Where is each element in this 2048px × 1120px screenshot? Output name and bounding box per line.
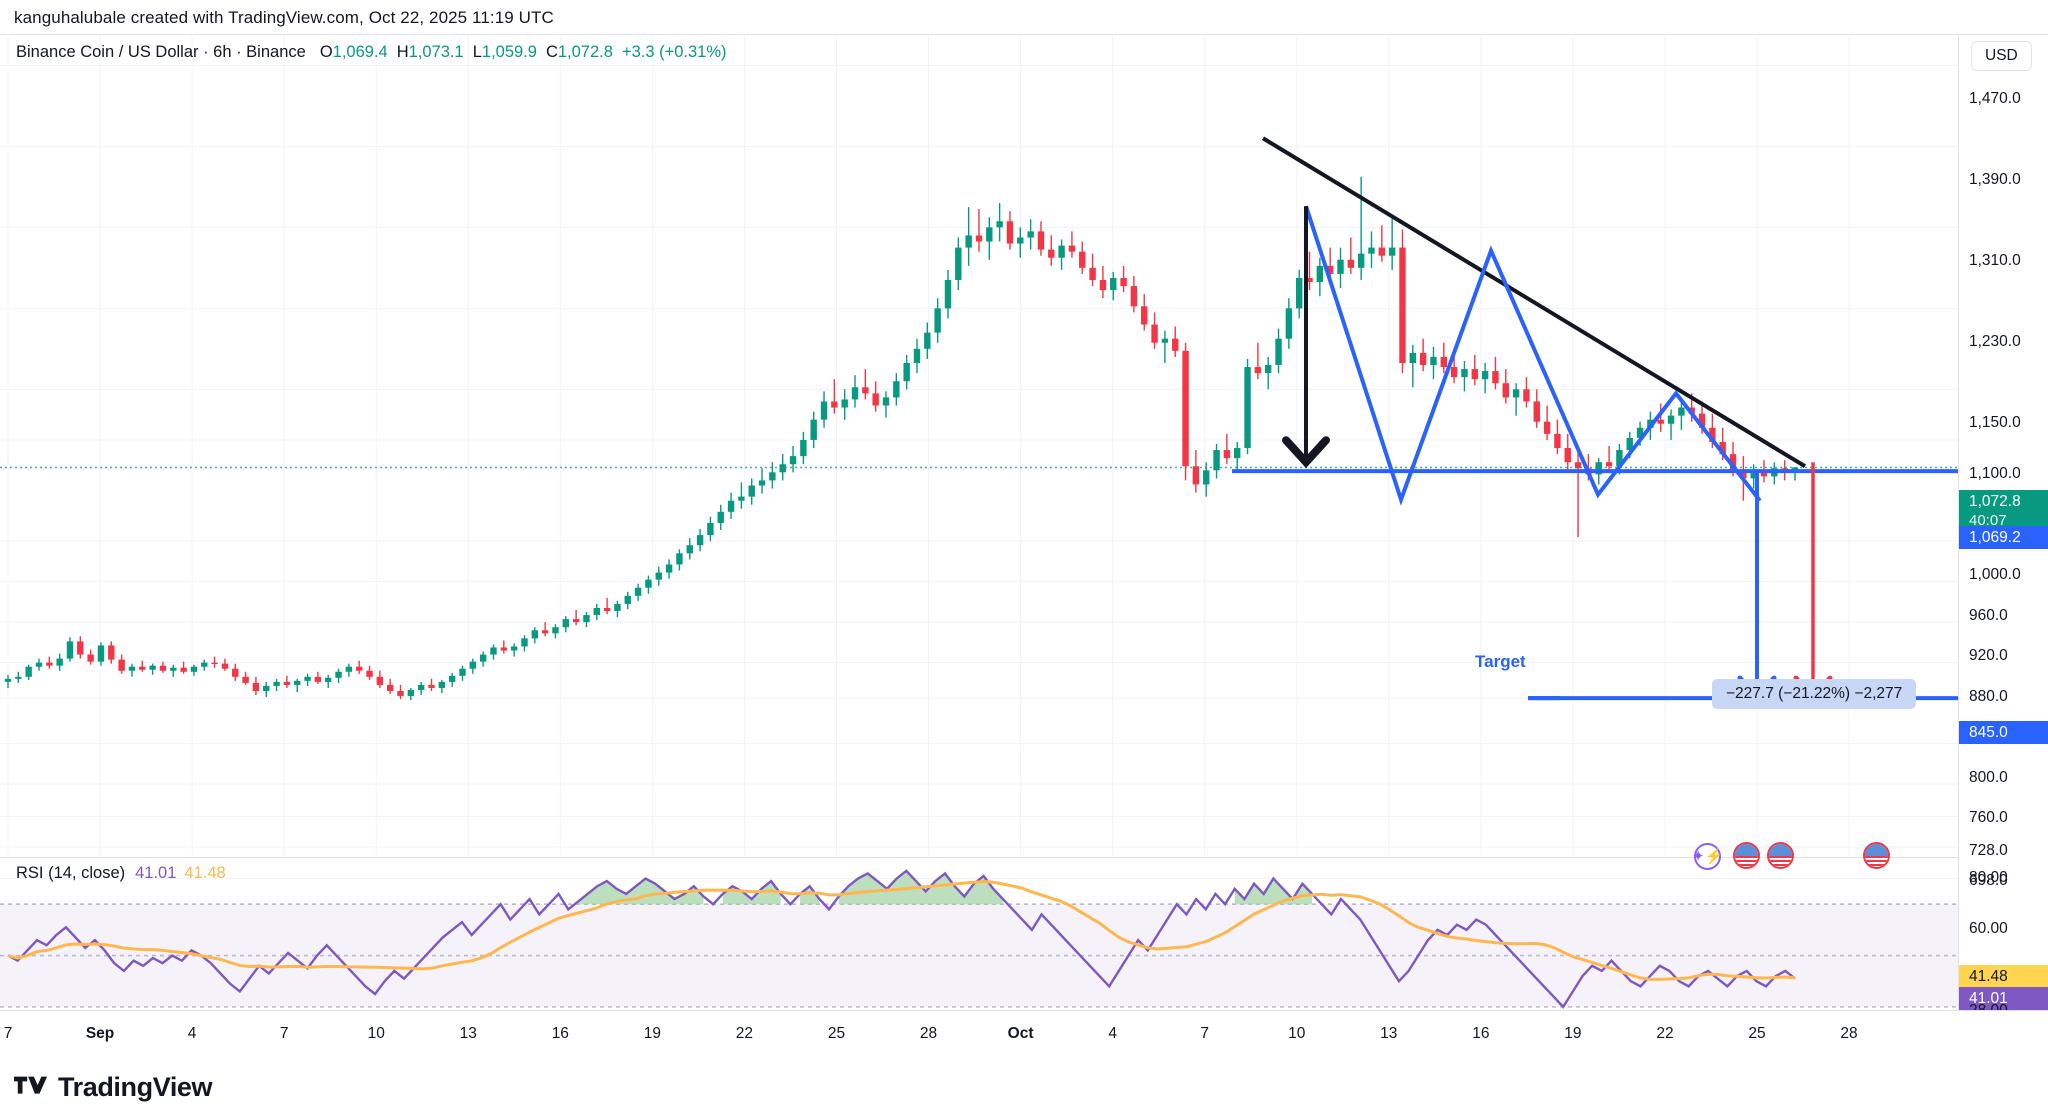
rsi-axis-tick: 60.00 [1969,919,2008,937]
flag-canton [1865,844,1888,856]
target-price-tag: 845.0 [1959,721,2048,745]
price-grid [0,35,1958,855]
price-pane[interactable]: Binance Coin / US Dollar · 6h · Binance … [0,35,1958,870]
flag-stripes [1769,855,1792,867]
flag-stripes [1735,855,1758,867]
price-axis-tick: 1,390.0 [1969,171,2021,189]
drawings-layer[interactable] [0,35,1958,855]
flag-canton [1735,844,1758,856]
sparkle-icon[interactable]: ✦⚡ [1692,843,1723,870]
chart-frame: Binance Coin / US Dollar · 6h · Binance … [0,34,2048,1018]
change-value: +3.3 (+0.31%) [621,43,727,61]
time-axis-tick: 16 [1472,1025,1490,1042]
support-price-tag: 1,069.2 [1959,526,2048,550]
footer: TradingView [0,1054,2048,1120]
time-axis-tick: 7 [3,1025,13,1042]
time-axis-tick: 22 [1656,1025,1674,1042]
high-label: H [396,43,409,61]
rsi-title[interactable]: RSI (14, close) [16,864,126,882]
price-axis[interactable]: USD 1,470.0 1,390.0 1,310.0 1,230.0 1,150.0 1… [1958,35,2048,1018]
time-axis-tick: 19 [1564,1025,1582,1042]
flag-stripes [1865,855,1888,867]
price-axis-tick: 1,100.0 [1969,464,2021,482]
close-label: C [545,43,558,61]
price-axis-tick: 880.0 [1969,687,2008,705]
ohlc-values: O1,069.4 H1,073.1 L1,059.9 C1,072.8 +3.3 (+0… [320,43,727,62]
time-axis-tick: 4 [187,1025,197,1042]
symbol-legend: Binance Coin / US Dollar · 6h · Binance … [16,43,727,62]
time-axis-tick: Oct [1007,1025,1034,1042]
price-axis-tick: 1,470.0 [1969,90,2021,108]
flag-canton [1769,844,1792,856]
symbol-title[interactable]: Binance Coin / US Dollar · 6h · Binance [16,43,306,61]
time-axis-tick: 28 [1840,1025,1858,1042]
brand-name: TradingView [58,1071,213,1102]
attribution-text: kanguhalubale created with TradingView.c… [14,8,554,27]
price-axis-tick: 1,230.0 [1969,333,2021,351]
measurement-tooltip: −227.7 (−21.22%) −2,277 [1712,679,1917,709]
time-axis-tick: 19 [643,1025,661,1042]
open-value: 1,069.4 [332,43,388,61]
rsi-legend: RSI (14, close) 41.01 41.48 [16,864,226,883]
close-value: 1,072.8 [557,43,613,61]
last-price-value: 1,072.8 [1969,493,2021,511]
time-axis-tick: 22 [735,1025,754,1042]
target-label: Target [1475,652,1526,671]
price-axis-tick: 960.0 [1969,606,2008,624]
time-axis-tick: 10 [1288,1025,1306,1042]
time-axis-tick: 13 [459,1025,477,1042]
high-value: 1,073.1 [408,43,464,61]
price-axis-tick: 920.0 [1969,647,2008,665]
time-axis-tick: 25 [1748,1025,1766,1042]
time-axis-tick: 28 [919,1025,938,1042]
time-axis-tick: 10 [367,1025,385,1042]
time-axis-tick: 16 [551,1025,569,1042]
rsi-ma-value: 41.48 [184,864,226,882]
low-label: L [472,43,482,61]
rsi-axis-tick: 80.00 [1969,868,2008,886]
price-axis-tick: 1,000.0 [1969,566,2021,584]
price-axis-tick: 800.0 [1969,768,2008,786]
time-axis-tick: 4 [1108,1025,1117,1042]
price-axis-tick: 698.0 [1969,871,2008,889]
price-axis-tick: 760.0 [1969,809,2008,827]
price-axis-tick: 1,150.0 [1969,414,2021,432]
bar-countdown: 40:07 [1969,511,2007,529]
currency-chip[interactable]: USD [1971,41,2032,71]
us-flag-icon-3[interactable] [1863,842,1890,869]
rsi-value: 41.01 [135,864,177,882]
time-axis-tick: 7 [279,1025,289,1042]
price-axis-tick: 1,310.0 [1969,252,2021,270]
time-axis-tick: Sep [85,1025,115,1042]
last-price-tag: 1,072.8 40:07 [1959,490,2048,533]
rsi-grid [0,878,1958,1012]
low-value: 1,059.9 [481,43,537,61]
time-axis-tick: 13 [1380,1025,1398,1042]
time-axis-tick: 25 [827,1025,846,1042]
rsi-value-tag: 41.01 [1959,986,2048,1010]
us-flag-icon-2[interactable] [1767,842,1794,869]
open-label: O [319,43,333,61]
time-axis[interactable]: 7 Sep 4 7 10 13 16 19 22 25 28 Oct 4 7 10 13 16 19 22 25 28 [0,1010,2048,1054]
rsi-pane[interactable]: RSI (14, close) 41.01 41.48 [0,857,1958,1012]
us-flag-icon-1[interactable] [1733,842,1760,869]
time-axis-tick: 7 [1200,1025,1209,1042]
candlestick-series [4,176,1799,701]
tradingview-logo-icon [14,1076,48,1094]
rsi-series [7,869,1796,1009]
price-axis-tick: 728.0 [1969,841,2008,859]
rsi-ma-tag: 41.48 [1959,965,2048,989]
